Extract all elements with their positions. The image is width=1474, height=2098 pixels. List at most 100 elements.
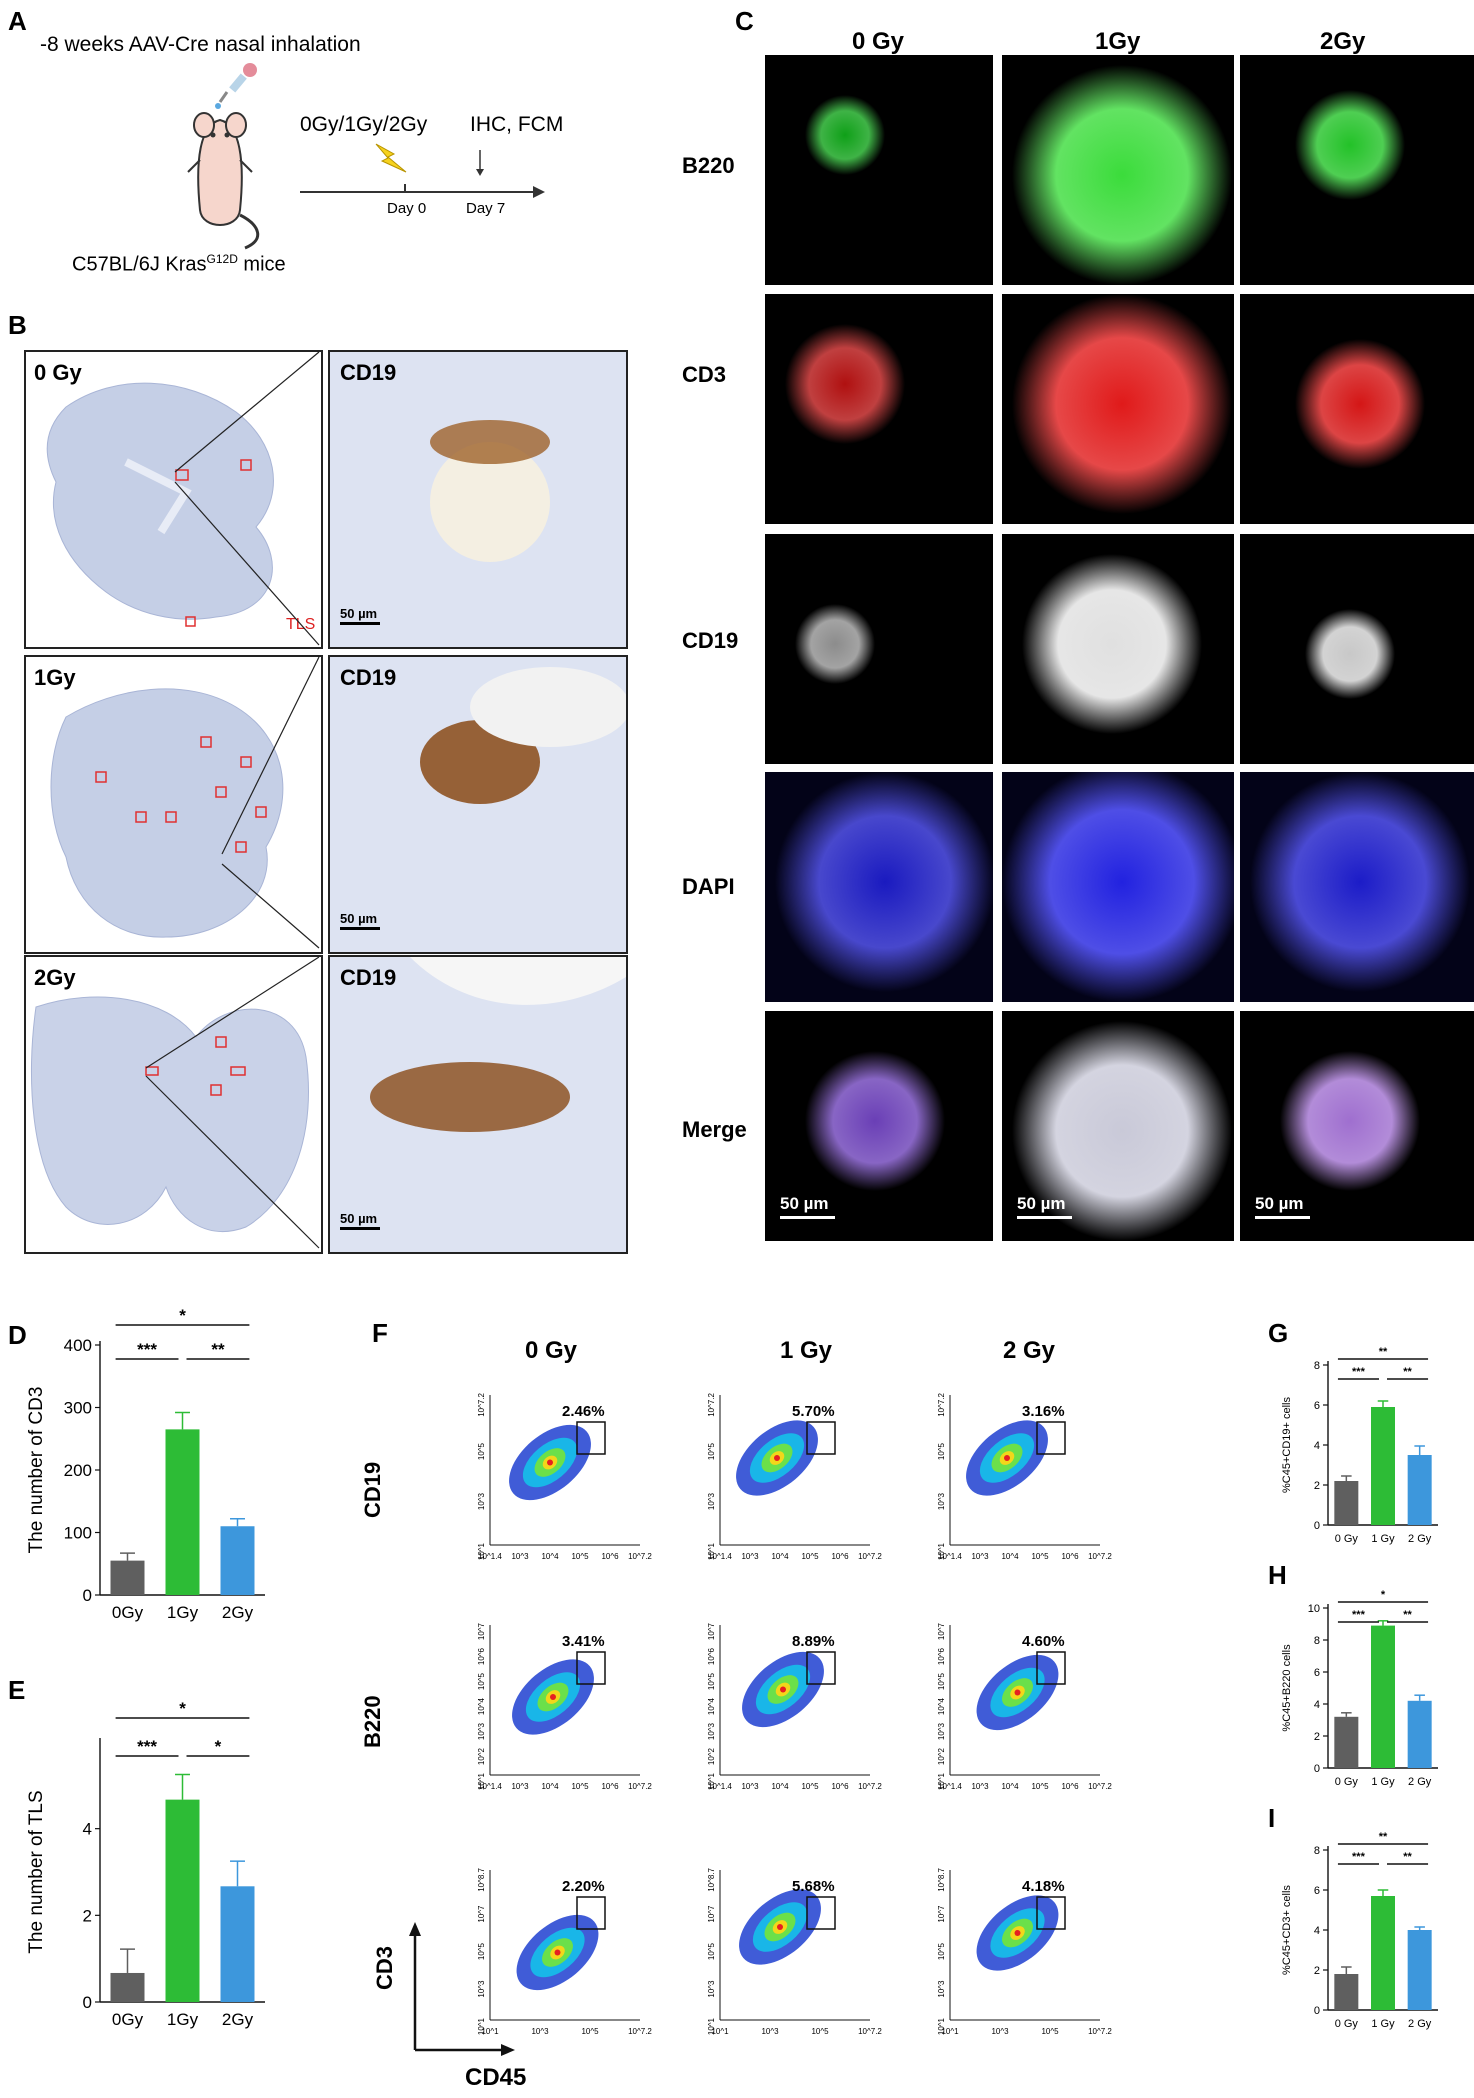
x-tick-label: 10^7.2 bbox=[1088, 1782, 1112, 1791]
x-tick-label: 0 Gy bbox=[1335, 2018, 1359, 2030]
fluor-tile-cd3-0 bbox=[765, 294, 993, 524]
y-tick-label: 10^8.7 bbox=[707, 1867, 716, 1891]
y-tick-label: 10^6 bbox=[937, 1647, 946, 1665]
y-tick-label: 10^5 bbox=[937, 1672, 946, 1690]
x-tick-label: 10^7.2 bbox=[628, 1782, 652, 1791]
x-tick-label: 10^4 bbox=[541, 1782, 559, 1791]
y-tick-label: 10^1 bbox=[937, 1542, 946, 1560]
fluor-tile-cd19-1 bbox=[1002, 534, 1234, 764]
stain-label-cd19-1gy: CD19 bbox=[340, 665, 397, 690]
merge-scale-label-2: 50 µm bbox=[1255, 1194, 1304, 1213]
flow-col-1gy: 1 Gy bbox=[780, 1337, 833, 1364]
x-tick-label: 10^1.4 bbox=[478, 1782, 502, 1791]
x-tick-label: 10^7.2 bbox=[858, 1552, 882, 1561]
x-tick-label: 10^7.2 bbox=[858, 1782, 882, 1791]
fluor-tile-merge-2: 50 µm bbox=[1240, 1011, 1474, 1241]
flow-plot-b220-1: 8.89% 10^1 10^2 10^3 10^4 10^5 10^6 10^7 10^1.4 1… bbox=[707, 1622, 882, 1791]
y-tick-label: 10^1 bbox=[477, 1542, 486, 1560]
y-tick-label: 10^8.7 bbox=[477, 1867, 486, 1891]
x-tick-label: 2 Gy bbox=[1408, 1776, 1432, 1788]
x-tick-label: 1 Gy bbox=[1371, 1533, 1395, 1545]
y-tick-label: 10^1 bbox=[707, 2017, 716, 2035]
fluor-tile-cd3-1 bbox=[1002, 294, 1234, 524]
y-tick-label: 10^3 bbox=[477, 1980, 486, 1998]
gate-percentage: 4.18% bbox=[1022, 1878, 1065, 1895]
lung-tissue-shape-1gy bbox=[50, 688, 284, 938]
y-tick-label: 0 bbox=[83, 1993, 92, 2012]
row-label-cd3: CD3 bbox=[682, 362, 727, 387]
gate-percentage: 3.16% bbox=[1022, 1403, 1065, 1420]
density-peak bbox=[554, 1949, 561, 1956]
flow-row-cd3: CD3 bbox=[372, 1945, 397, 1990]
lung-tissue-shape bbox=[46, 382, 274, 627]
density-peak bbox=[547, 1459, 553, 1466]
row-label-cd19: CD19 bbox=[682, 628, 739, 653]
y-tick-label: 300 bbox=[64, 1398, 92, 1417]
significance-label: ** bbox=[1403, 1366, 1412, 1378]
lung-tissue-shape-2gy bbox=[30, 996, 309, 1232]
bar-0Gy bbox=[1334, 1481, 1359, 1525]
y-axis-label: %C45+B220 cells bbox=[1281, 1644, 1293, 1732]
significance-label: *** bbox=[1352, 1851, 1366, 1863]
panel-label-b: B bbox=[8, 310, 27, 340]
row-label-merge: Merge bbox=[682, 1117, 747, 1142]
y-tick-label: 10^5 bbox=[707, 1942, 716, 1960]
stain-label-cd19-2gy: CD19 bbox=[340, 965, 397, 990]
y-tick-label: 10^7 bbox=[707, 1622, 716, 1640]
x-tick-label: 2Gy bbox=[222, 2010, 254, 2029]
mice-strain-super: G12D bbox=[206, 252, 238, 266]
y-tick-label: 10^7 bbox=[477, 1905, 486, 1923]
bar-2Gy bbox=[1407, 1455, 1432, 1525]
significance-label: * bbox=[215, 1737, 222, 1756]
cd19-ihc-image-2gy bbox=[330, 957, 626, 1252]
x-tick-label: 10^7.2 bbox=[1088, 1552, 1112, 1561]
gate-box bbox=[576, 1896, 606, 1930]
y-tick-label: 10^1 bbox=[707, 1772, 716, 1790]
y-tick-label: 8 bbox=[1314, 1360, 1320, 1372]
x-tick-label: 10^4 bbox=[771, 1552, 789, 1561]
timeline-arrow bbox=[300, 150, 545, 198]
panel-label-d: D bbox=[8, 1320, 27, 1350]
flow-plot-b220-2: 4.60% 10^1 10^2 10^3 10^4 10^5 10^6 10^7 10^1.4 1… bbox=[937, 1622, 1112, 1791]
y-tick-label: 0 bbox=[1314, 1763, 1320, 1775]
significance-label: *** bbox=[137, 1737, 157, 1756]
x-tick-label: 10^1.4 bbox=[938, 1552, 962, 1561]
y-tick-label: 10^5 bbox=[707, 1672, 716, 1690]
col-label-2gy: 2Gy bbox=[1320, 28, 1366, 55]
x-tick-label: 10^3 bbox=[741, 1782, 759, 1791]
row-label-b220: B220 bbox=[682, 153, 735, 178]
bar-0Gy bbox=[110, 1972, 145, 2002]
y-tick-label: 10^7 bbox=[937, 1622, 946, 1640]
fluor-tile-b220-1 bbox=[1002, 55, 1234, 285]
significance-label: *** bbox=[1352, 1609, 1366, 1621]
scale-bar-2gy bbox=[340, 1227, 380, 1230]
y-tick-label: 4 bbox=[83, 1820, 92, 1839]
row-label-dapi: DAPI bbox=[682, 874, 735, 899]
x-tick-label: 1Gy bbox=[167, 1603, 199, 1622]
col-label-1gy: 1Gy bbox=[1095, 28, 1141, 55]
panel-a-title: -8 weeks AAV-Cre nasal inhalation bbox=[40, 33, 361, 56]
x-tick-label: 10^4 bbox=[541, 1552, 559, 1561]
y-tick-label: 10^7.2 bbox=[477, 1392, 486, 1416]
assay-label: IHC, FCM bbox=[470, 113, 564, 136]
x-tick-label: 10^6 bbox=[601, 1552, 619, 1561]
scale-bar-label-0gy: 50 µm bbox=[340, 606, 378, 621]
x-tick-label: 0Gy bbox=[112, 2010, 144, 2029]
bar-1Gy bbox=[1371, 1407, 1395, 1525]
day7-label: Day 7 bbox=[466, 200, 506, 217]
y-tick-label: 6 bbox=[1314, 1667, 1320, 1679]
scale-bar-label-2gy: 50 µm bbox=[340, 1211, 378, 1226]
x-tick-label: 2 Gy bbox=[1408, 1533, 1432, 1545]
merge-scale-label-1: 50 µm bbox=[1017, 1194, 1066, 1213]
y-tick-label: 10^5 bbox=[707, 1442, 716, 1460]
y-tick-label: 10^3 bbox=[707, 1492, 716, 1510]
x-tick-label: 10^3 bbox=[761, 2027, 779, 2036]
day0-label: Day 0 bbox=[387, 200, 427, 217]
flow-row-cd19: CD19 bbox=[360, 1461, 385, 1518]
y-tick-label: 10^2 bbox=[937, 1747, 946, 1765]
lung-section-1gy: 1Gy bbox=[24, 655, 323, 954]
x-tick-label: 10^6 bbox=[831, 1782, 849, 1791]
flow-plot-cd3-0: 2.20% 10^1 10^3 10^5 10^7 10^8.7 10^1 10^3 10^5 1… bbox=[477, 1867, 652, 2036]
x-tick-label: 10^3 bbox=[511, 1552, 529, 1561]
